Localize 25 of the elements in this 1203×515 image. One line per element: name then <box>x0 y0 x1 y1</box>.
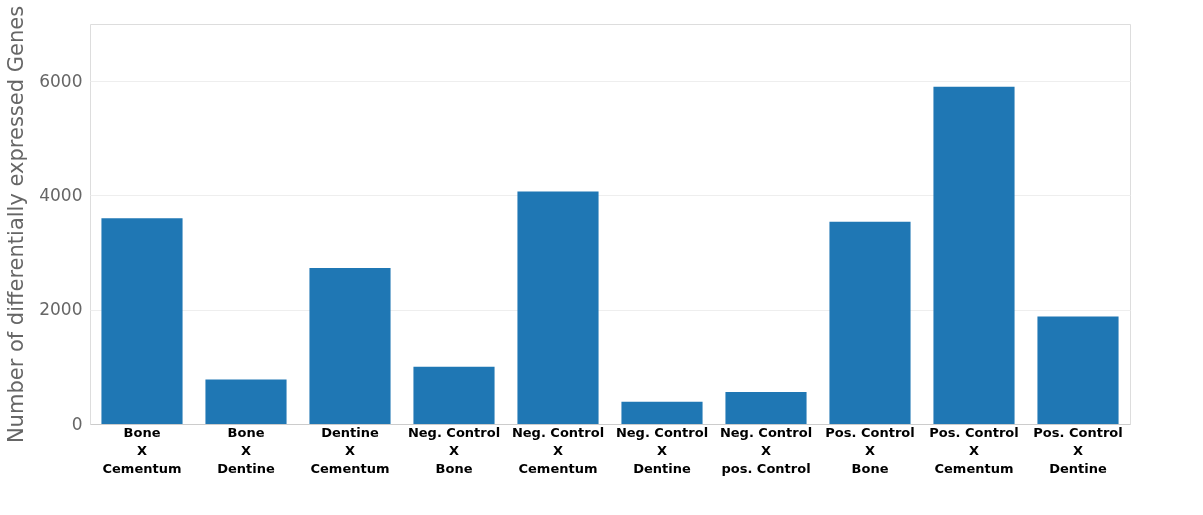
x-tick-label: Pos. Control X Cementum <box>929 424 1019 476</box>
x-tick-label: Neg. Control X Bone <box>407 424 501 476</box>
x-tick-label: Neg. Control X pos. Control <box>719 424 813 476</box>
y-tick-label: 4000 <box>39 184 83 205</box>
x-tick-label: Pos. Control X Bone <box>825 424 915 476</box>
bar <box>101 218 183 424</box>
y-axis-title: Number of differentially expressed Genes <box>4 5 29 444</box>
bar <box>725 392 807 424</box>
x-tick-label: Neg. Control X Dentine <box>615 424 709 476</box>
bar <box>933 86 1015 424</box>
bar <box>1037 316 1119 424</box>
x-tick-label: Bone X Cementum <box>102 424 182 476</box>
x-tick-label: Bone X Dentine <box>217 424 275 476</box>
x-tick-label: Neg. Control X Cementum <box>511 424 605 476</box>
y-tick-label: 0 <box>71 413 83 434</box>
bar <box>621 401 703 424</box>
bar <box>829 221 911 424</box>
x-tick-label: Pos. Control X Dentine <box>1033 424 1123 476</box>
y-tick-label: 2000 <box>39 299 83 320</box>
bar <box>309 268 391 424</box>
bar <box>413 366 495 424</box>
bar <box>205 379 287 424</box>
x-tick-label: Dentine X Cementum <box>310 424 390 476</box>
y-tick-label: 6000 <box>39 70 83 91</box>
bar <box>517 191 599 424</box>
